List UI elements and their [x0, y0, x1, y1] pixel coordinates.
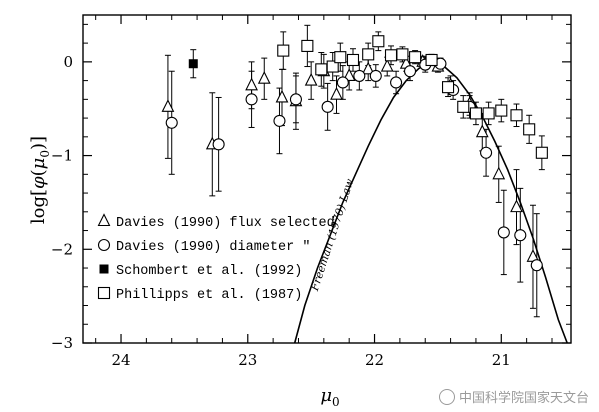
- data-point-series-3: [457, 100, 470, 113]
- data-point-series-3: [495, 104, 508, 117]
- data-point-series-0: [257, 70, 271, 84]
- legend-label-1: Davies (1990) diameter ": [116, 240, 310, 255]
- data-point-series-3: [326, 60, 339, 73]
- x-tick-label: 24: [111, 351, 130, 369]
- data-point-series-3: [334, 51, 347, 64]
- x-tick-labels: 24 23 22 21: [111, 351, 510, 369]
- legend-marker-3: [97, 286, 111, 300]
- x-tick-label: 22: [365, 351, 384, 369]
- data-point-series-3: [384, 49, 398, 62]
- watermark-text: 中国科学院国家天文台: [458, 391, 589, 406]
- data-point-series-3: [315, 63, 328, 76]
- data-point-series-0: [475, 124, 489, 138]
- y-tick-labels: 0 −1 −2 −3: [51, 53, 73, 352]
- data-point-series-0: [380, 58, 394, 72]
- data-point-series-0: [361, 61, 375, 75]
- data-point-series-1: [289, 93, 302, 106]
- data-point-series-1: [403, 65, 417, 78]
- data-point-series-3: [362, 48, 375, 61]
- legend-label-3: Phillipps et al. (1987): [116, 288, 302, 303]
- data-point-series-3: [277, 44, 290, 57]
- data-markers: [161, 35, 548, 272]
- data-point-series-1: [212, 138, 225, 151]
- data-point-series-1: [480, 146, 493, 159]
- data-point-series-1: [165, 116, 178, 129]
- legend-label-0: Davies (1990) flux selected: [116, 216, 335, 231]
- curve-label: Freeman (1970) Law: [308, 177, 357, 294]
- data-point-series-1: [514, 229, 527, 242]
- data-point-series-3: [301, 39, 314, 52]
- data-point-series-0: [161, 99, 175, 112]
- data-point-series-3: [425, 53, 438, 67]
- data-point-series-1: [530, 259, 543, 272]
- data-point-series-3: [409, 51, 422, 64]
- watermark: 中国科学院国家天文台: [438, 387, 589, 406]
- data-point-series-1: [369, 69, 382, 82]
- data-point-series-0: [510, 199, 523, 213]
- x-tick-label: 21: [492, 351, 511, 369]
- y-axis-label: log[φ(μ0)]: [28, 136, 52, 224]
- data-point-series-3: [535, 146, 548, 159]
- data-point-series-0: [304, 72, 318, 86]
- plot-frame: [82, 14, 572, 344]
- data-point-series-3: [469, 107, 482, 120]
- data-point-series-1: [245, 93, 258, 106]
- data-point-series-3: [441, 81, 455, 94]
- data-point-series-3: [523, 123, 536, 136]
- wechat-icon: [438, 388, 455, 405]
- data-point-series-1: [321, 100, 334, 113]
- data-point-series-3: [510, 109, 523, 122]
- legend-label-2: Schombert et al. (1992): [116, 264, 302, 279]
- data-point-series-3: [482, 107, 495, 120]
- data-point-series-0: [245, 77, 258, 91]
- data-point-series-2: [188, 59, 198, 69]
- y-tick-label: 0: [63, 53, 73, 71]
- y-tick-label: −2: [51, 240, 73, 258]
- x-tick-label: 23: [238, 351, 257, 369]
- data-point-series-3: [372, 35, 385, 48]
- data-point-series-1: [390, 76, 403, 89]
- data-point-series-1: [353, 69, 366, 82]
- legend-marker-0: [97, 213, 111, 227]
- legend-marker-1: [97, 238, 111, 252]
- data-point-series-1: [273, 114, 286, 127]
- y-tick-label: −1: [51, 147, 73, 165]
- legend-marker-2: [99, 264, 109, 274]
- data-point-series-0: [492, 166, 506, 180]
- data-point-series-3: [346, 53, 360, 67]
- data-point-series-1: [336, 76, 349, 89]
- x-axis-label: μ0: [320, 385, 339, 409]
- legend: Davies (1990) flux selected Davies (1990)…: [97, 213, 335, 303]
- y-tick-label: −3: [51, 334, 73, 352]
- data-point-series-0: [275, 89, 289, 103]
- data-point-series-0: [330, 86, 343, 100]
- data-point-series-3: [396, 48, 409, 61]
- data-point-series-1: [497, 226, 510, 239]
